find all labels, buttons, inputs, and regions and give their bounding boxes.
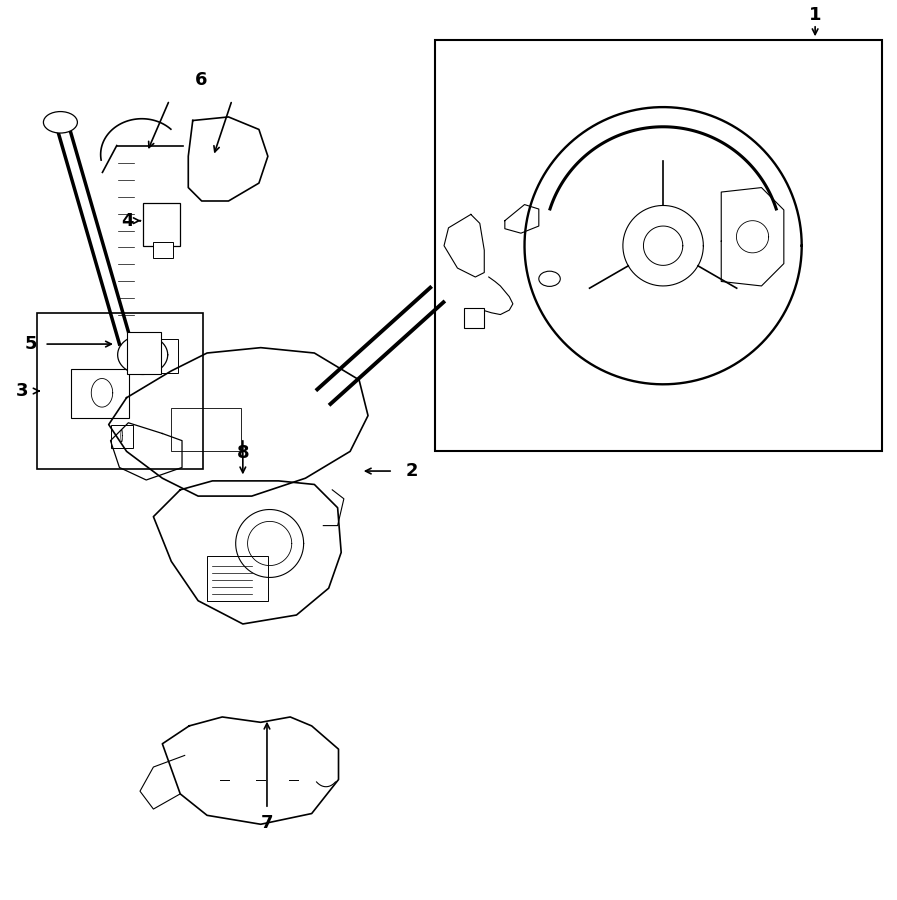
- Bar: [111, 425, 134, 448]
- Text: 3: 3: [16, 382, 28, 400]
- Bar: [152, 339, 178, 374]
- Bar: [171, 409, 241, 452]
- Bar: [153, 242, 173, 258]
- Text: 2: 2: [405, 462, 418, 480]
- Bar: [71, 369, 129, 418]
- Text: 8: 8: [237, 445, 249, 463]
- Text: 4: 4: [121, 212, 134, 230]
- Bar: [37, 313, 203, 469]
- Bar: [464, 309, 484, 328]
- Text: 7: 7: [261, 814, 274, 832]
- Bar: [126, 331, 161, 374]
- Text: 1: 1: [809, 6, 822, 24]
- Text: 6: 6: [195, 71, 207, 89]
- Ellipse shape: [539, 271, 561, 286]
- Bar: [435, 40, 882, 452]
- Text: 5: 5: [24, 335, 37, 353]
- Bar: [143, 202, 180, 246]
- Ellipse shape: [43, 112, 77, 133]
- Bar: [207, 556, 268, 600]
